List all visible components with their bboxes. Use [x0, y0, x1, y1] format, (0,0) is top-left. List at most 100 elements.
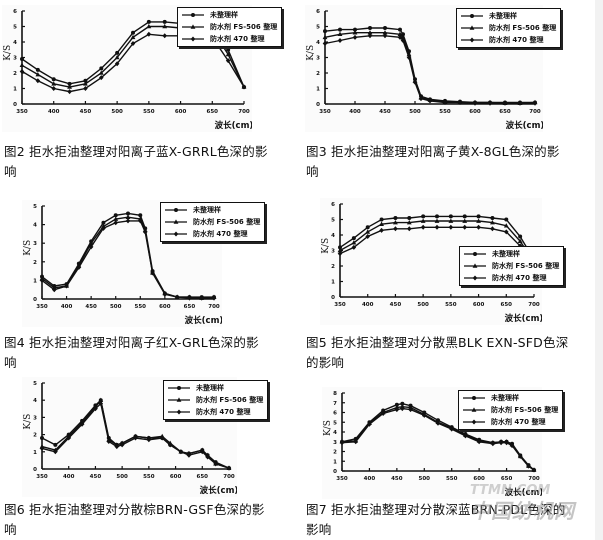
- caption-line: 影响: [306, 522, 332, 537]
- x-tick-label: 600: [473, 476, 485, 482]
- y-tick-label: 0: [13, 102, 17, 108]
- legend-label: 防水剂 470 整理: [210, 35, 265, 43]
- legend-label: 未整理样: [489, 12, 517, 20]
- legend-label: 防水剂 470 整理: [489, 36, 544, 44]
- data-point: [498, 440, 504, 446]
- legend-line-svg: [463, 407, 485, 412]
- legend-marker: [190, 24, 196, 29]
- data-point: [146, 31, 152, 37]
- x-tick-label: 550: [143, 474, 155, 480]
- data-point: [420, 218, 426, 223]
- data-point: [106, 438, 112, 444]
- data-point: [397, 31, 403, 37]
- legend-line-circle-icon: [463, 393, 485, 403]
- y-tick-label: 4: [13, 40, 17, 46]
- legend-label: 防水剂 FS-506 整理: [193, 218, 261, 226]
- data-point: [115, 50, 120, 55]
- x-tick-label: 700: [238, 109, 250, 115]
- x-tick-label: 650: [184, 304, 196, 310]
- legend-item: 防水剂 FS-506 整理: [464, 260, 559, 272]
- caption-line: 图5 拒水拒油整理对分散黑BLK EXN-SFD色深: [306, 335, 569, 350]
- caption-fig2: 图2 拒水拒油整理对阳离子蓝X-GRRL色深的影 响: [4, 142, 296, 182]
- y-tick-label: 6: [331, 202, 335, 208]
- data-point: [337, 247, 343, 253]
- y-tick-label: 1: [331, 280, 335, 286]
- x-axis-label: 波长(cm): [506, 120, 543, 131]
- data-point: [19, 62, 25, 68]
- chart-svg: 0 1 2 3 4 5 6 7 8 350 400 450 500 550 600 650 700 K/S 波长(c…: [323, 391, 542, 498]
- data-point: [382, 33, 388, 39]
- y-tick-label: 3: [13, 56, 17, 62]
- chart-svg: 0 1 2 3 4 5 6 350 400 450 500 550 600 650 700 K/S 波长(cm): [321, 202, 542, 324]
- y-tick-label: 2: [33, 433, 37, 439]
- x-tick-label: 500: [417, 302, 429, 308]
- y-tick-label: 4: [333, 430, 337, 436]
- data-point: [67, 84, 72, 89]
- legend-fig7: 未整理样 防水剂 FS-506 整理 防水剂 470 整理: [458, 390, 564, 430]
- y-tick-label: 0: [333, 469, 337, 475]
- y-tick-label: 0: [33, 467, 37, 473]
- data-point: [79, 421, 85, 427]
- y-axis-label: K/S: [23, 240, 33, 256]
- x-tick-label: 650: [501, 302, 513, 308]
- x-tick-label: 400: [364, 476, 376, 482]
- data-point: [64, 283, 69, 289]
- data-point: [35, 67, 40, 72]
- data-point: [187, 295, 192, 301]
- series-line-3: [41, 220, 214, 299]
- chart-svg: 0 1 2 3 4 5 350 400 450 500 550 600 650 700 K/S 波长(cm): [23, 204, 222, 326]
- legend-marker: [472, 263, 478, 268]
- data-point: [174, 294, 180, 300]
- data-point: [83, 78, 88, 83]
- y-tick-label: 5: [331, 218, 335, 224]
- x-tick-label: 500: [409, 109, 421, 115]
- data-point: [463, 433, 468, 439]
- legend-line-diamond-icon: [461, 35, 483, 45]
- data-point: [487, 100, 493, 106]
- data-point: [53, 442, 58, 447]
- y-tick-label: 2: [333, 450, 337, 456]
- legend-item: 未整理样: [461, 10, 556, 22]
- y-tick-label: 5: [13, 25, 17, 31]
- x-tick-label: 400: [362, 302, 374, 308]
- data-point: [490, 215, 495, 220]
- caption-line: 图2 拒水拒油整理对阳离子蓝X-GRRL色深的影: [4, 144, 268, 159]
- legend-line-svg: [463, 419, 485, 425]
- x-tick-label: 400: [48, 109, 60, 115]
- legend-marker: [173, 231, 179, 237]
- data-point: [509, 443, 515, 449]
- data-point: [504, 217, 509, 222]
- data-point: [406, 226, 412, 232]
- y-tick-label: 0: [33, 297, 37, 303]
- data-point: [241, 84, 247, 90]
- x-tick-label: 600: [469, 109, 481, 115]
- legend-line-triangle-icon: [165, 217, 187, 227]
- data-point: [457, 99, 463, 105]
- data-point: [462, 214, 467, 219]
- legend-line-svg: [165, 208, 187, 212]
- data-point: [150, 270, 155, 276]
- data-point: [83, 81, 88, 86]
- data-point: [130, 34, 136, 40]
- y-tick-label: 4: [331, 233, 335, 239]
- legend-line-circle-icon: [168, 383, 190, 393]
- legend-marker: [473, 252, 477, 256]
- data-point: [113, 216, 119, 221]
- legend-fig4: 未整理样 防水剂 FS-506 整理 防水剂 470 整理: [160, 202, 266, 242]
- legend-marker: [173, 219, 179, 224]
- data-point: [113, 213, 118, 218]
- legend-item: 防水剂 470 整理: [182, 33, 277, 45]
- x-tick-label: 700: [528, 476, 540, 482]
- data-point: [338, 27, 342, 32]
- data-point: [126, 211, 130, 216]
- x-tick-label: 700: [208, 304, 220, 310]
- y-tick-label: 4: [33, 223, 37, 229]
- data-point: [67, 89, 72, 95]
- data-point: [418, 96, 424, 102]
- legend-item: 防水剂 FS-506 整理: [182, 21, 277, 33]
- y-tick-label: 5: [316, 25, 320, 31]
- y-tick-label: 2: [331, 264, 335, 270]
- caption-line: 响: [306, 164, 319, 179]
- data-point: [226, 465, 232, 471]
- y-tick-label: 3: [33, 415, 37, 421]
